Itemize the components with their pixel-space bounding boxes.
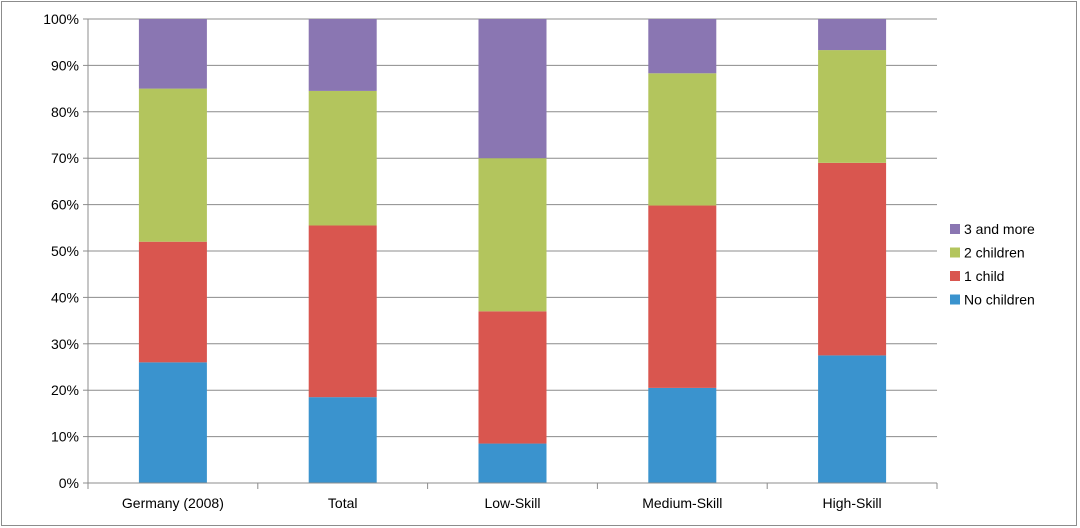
x-tick-label: High-Skill [823, 495, 882, 511]
bar-segment [138, 362, 207, 483]
bar-segment [478, 443, 547, 483]
bar-segment [818, 19, 887, 51]
legend-label: 1 child [964, 268, 1004, 284]
y-tick-label: 30% [51, 336, 79, 352]
bar-segment [648, 73, 717, 206]
legend: 3 and more 2 children 1 child No children [950, 221, 1035, 308]
legend-swatch [950, 294, 960, 305]
bar-segment [648, 19, 717, 74]
axes [87, 19, 938, 489]
legend-item: 2 children [950, 245, 1025, 261]
y-tick-label: 90% [51, 57, 79, 73]
y-tick-label: 80% [51, 104, 79, 120]
x-tick-label: Germany (2008) [122, 495, 224, 511]
legend-item: No children [950, 292, 1035, 308]
y-tick-label: 10% [51, 429, 79, 445]
bars [138, 19, 887, 483]
legend-label: 3 and more [964, 221, 1035, 237]
y-tick-label: 60% [51, 197, 79, 213]
bar-segment [648, 387, 717, 483]
bar-segment [138, 19, 207, 89]
bar-segment [818, 355, 887, 483]
bar-segment [138, 241, 207, 363]
x-tick-label: Total [328, 495, 358, 511]
legend-label: 2 children [964, 245, 1025, 261]
legend-swatch [950, 271, 960, 281]
y-tick-label: 70% [51, 150, 79, 166]
bar-segment [308, 19, 377, 91]
legend-swatch [950, 224, 960, 234]
y-tick-label: 0% [59, 475, 79, 491]
y-tick-label: 100% [43, 11, 79, 27]
bar-segment [478, 311, 547, 444]
x-tick-label: Medium-Skill [642, 495, 722, 511]
x-axis-tick-labels: Germany (2008) Total Low-Skill Medium-Skill… [122, 495, 882, 511]
legend-swatch [950, 247, 960, 258]
y-axis-tick-labels: 0% 10% 20% 30% 40% 50% 60% 70% 80% 90% 100% [43, 11, 79, 491]
bar-segment [648, 205, 717, 388]
bar-segment [478, 158, 547, 312]
bar-segment [818, 162, 887, 356]
bar-segment [138, 88, 207, 242]
legend-item: 3 and more [950, 221, 1035, 237]
y-tick-label: 20% [51, 382, 79, 398]
legend-label: No children [964, 292, 1035, 308]
y-tick-label: 40% [51, 289, 79, 305]
x-tick-label: Low-Skill [484, 495, 540, 511]
bar-segment [308, 90, 377, 226]
bar-segment [308, 225, 377, 398]
bar-segment [478, 19, 547, 159]
bar-segment [818, 50, 887, 163]
legend-item: 1 child [950, 268, 1004, 284]
bar-segment [308, 397, 377, 483]
y-tick-label: 50% [51, 243, 79, 259]
